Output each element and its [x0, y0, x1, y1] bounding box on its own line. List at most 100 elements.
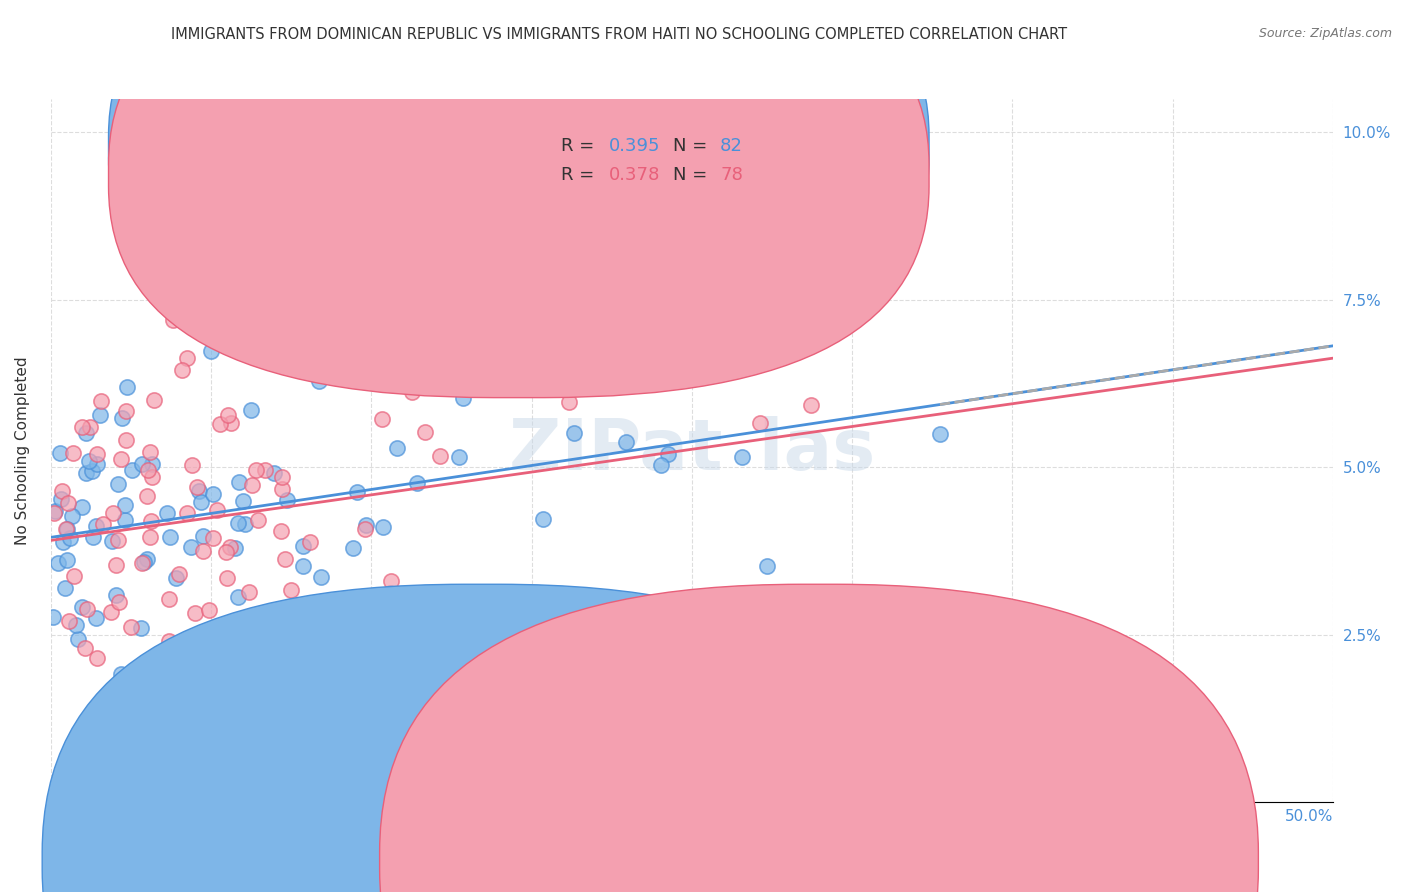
Point: [346, 484, 368, 499]
Point: [157, 591, 180, 606]
Point: [62, 446, 84, 460]
Point: [55, 553, 77, 567]
Point: [104, 558, 127, 573]
Point: [247, 513, 270, 527]
Point: [84, 610, 107, 624]
Point: [136, 463, 159, 477]
Point: [531, 512, 554, 526]
Point: [79, 420, 101, 434]
Point: [298, 534, 321, 549]
Point: [86, 457, 108, 471]
Point: [209, 674, 232, 689]
Point: [240, 403, 263, 417]
Point: [167, 566, 190, 581]
Point: [53, 581, 76, 595]
Point: [103, 507, 125, 521]
Point: [562, 425, 585, 440]
Point: [183, 607, 205, 621]
Point: [76, 602, 98, 616]
Point: [84, 519, 107, 533]
Point: [110, 452, 132, 467]
Point: [190, 494, 212, 508]
Point: [56, 496, 79, 510]
Point: [209, 417, 232, 431]
Point: [141, 470, 163, 484]
Point: [49, 491, 72, 506]
Point: [198, 603, 221, 617]
Point: [342, 541, 364, 555]
Point: [120, 620, 142, 634]
Point: [502, 276, 524, 290]
Point: [238, 585, 260, 599]
Point: [115, 433, 138, 447]
Point: [181, 458, 204, 472]
Point: [70, 599, 93, 614]
Text: Immigrants from Haiti: Immigrants from Haiti: [844, 855, 997, 869]
Point: [401, 384, 423, 399]
Point: [129, 660, 152, 674]
Point: [111, 411, 134, 425]
Point: [202, 486, 225, 500]
Text: IMMIGRANTS FROM DOMINICAN REPUBLIC VS IMMIGRANTS FROM HAITI NO SCHOOLING COMPLET: IMMIGRANTS FROM DOMINICAN REPUBLIC VS IM…: [170, 27, 1067, 42]
Point: [121, 463, 143, 477]
Point: [49, 445, 72, 459]
Point: [253, 463, 276, 477]
Point: [108, 595, 131, 609]
Point: [291, 559, 314, 574]
FancyBboxPatch shape: [461, 120, 922, 215]
Point: [65, 618, 87, 632]
Point: [46, 556, 69, 570]
Point: [156, 506, 179, 520]
Point: [215, 545, 238, 559]
Point: [143, 393, 166, 408]
FancyBboxPatch shape: [108, 0, 929, 398]
Point: [159, 530, 181, 544]
Point: [136, 551, 159, 566]
Point: [131, 457, 153, 471]
Point: [107, 533, 129, 548]
Point: [356, 518, 378, 533]
Point: [86, 447, 108, 461]
Point: [928, 426, 950, 441]
Text: 0.395: 0.395: [609, 137, 659, 155]
Point: [221, 417, 243, 431]
Point: [165, 571, 187, 585]
Point: [371, 412, 394, 426]
Point: [114, 498, 136, 512]
Text: N =: N =: [672, 137, 713, 155]
Point: [380, 574, 402, 588]
Point: [115, 404, 138, 418]
Point: [270, 524, 292, 539]
Point: [387, 441, 409, 455]
Point: [86, 651, 108, 665]
Point: [139, 514, 162, 528]
Point: [42, 609, 65, 624]
Point: [274, 552, 297, 566]
Point: [263, 466, 285, 480]
Point: [75, 641, 97, 656]
Point: [758, 303, 780, 318]
Point: [276, 493, 298, 508]
Point: [75, 425, 97, 440]
Point: [226, 516, 249, 530]
Point: [42, 506, 65, 520]
Point: [70, 500, 93, 515]
Text: R =: R =: [561, 166, 600, 184]
Point: [186, 480, 208, 494]
Point: [614, 435, 637, 450]
Point: [200, 344, 222, 359]
Text: 0.378: 0.378: [609, 166, 659, 184]
Point: [193, 529, 215, 543]
Point: [373, 520, 395, 534]
Point: [44, 504, 66, 518]
Point: [267, 669, 290, 683]
Point: [205, 503, 228, 517]
Point: [557, 394, 579, 409]
Point: [193, 544, 215, 558]
Point: [176, 351, 198, 366]
Point: [756, 558, 779, 573]
Point: [308, 374, 330, 388]
Point: [217, 408, 239, 422]
Point: [114, 513, 136, 527]
Point: [131, 556, 153, 570]
